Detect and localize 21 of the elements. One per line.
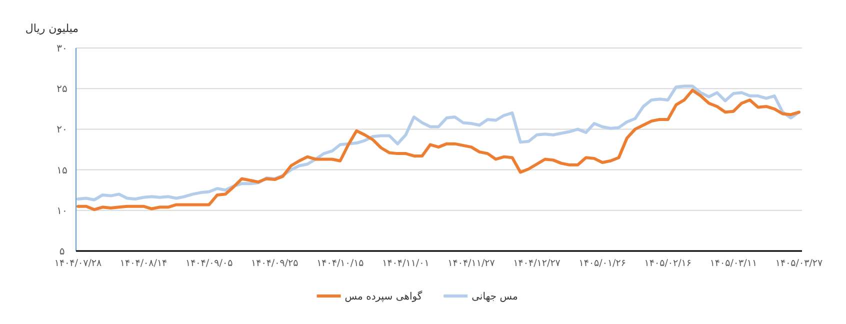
y-tick-label: ۱۵ <box>56 165 68 176</box>
x-tick-label: ۱۴۰۴/۱۱/۰۱ <box>382 258 430 269</box>
x-tick-label: ۱۴۰۵/۰۳/۱۱ <box>710 258 758 269</box>
y-tick-label: ۱۰ <box>56 206 68 217</box>
x-tick-label: ۱۴۰۴/۱۲/۲۷ <box>513 258 560 269</box>
legend-label: گواهی سپرده مس <box>344 290 422 302</box>
x-tick-label: ۱۴۰۴/۰۹/۰۵ <box>185 258 233 269</box>
legend-label: مس جهانی <box>472 292 518 302</box>
y-tick-label: ۵ <box>59 246 65 258</box>
x-tick-label: ۱۴۰۴/۰۹/۲۵ <box>251 258 298 269</box>
x-tick-label: ۱۴۰۴/۱۱/۲۷ <box>448 258 495 269</box>
y-tick-label: ۳۰ <box>56 44 68 54</box>
x-tick-label: ۱۴۰۵/۰۱/۲۶ <box>578 258 626 269</box>
y-tick-label: ۲۰ <box>56 124 68 136</box>
x-tick-label: ۱۴۰۴/۰۸/۱۴ <box>120 258 168 269</box>
x-tick-label: ۱۴۰۵/۰۲/۱۶ <box>644 258 692 269</box>
x-tick-label: ۱۴۰۴/۱۰/۱۵ <box>316 258 364 269</box>
y-axis-title: میلیون ریال <box>25 22 79 35</box>
x-tick-label: ۱۴۰۵/۰۳/۲۷ <box>775 258 823 269</box>
y-tick-label: ۲۵ <box>56 84 68 96</box>
x-tick-label: ۱۴۰۴/۰۷/۲۸ <box>54 258 102 269</box>
